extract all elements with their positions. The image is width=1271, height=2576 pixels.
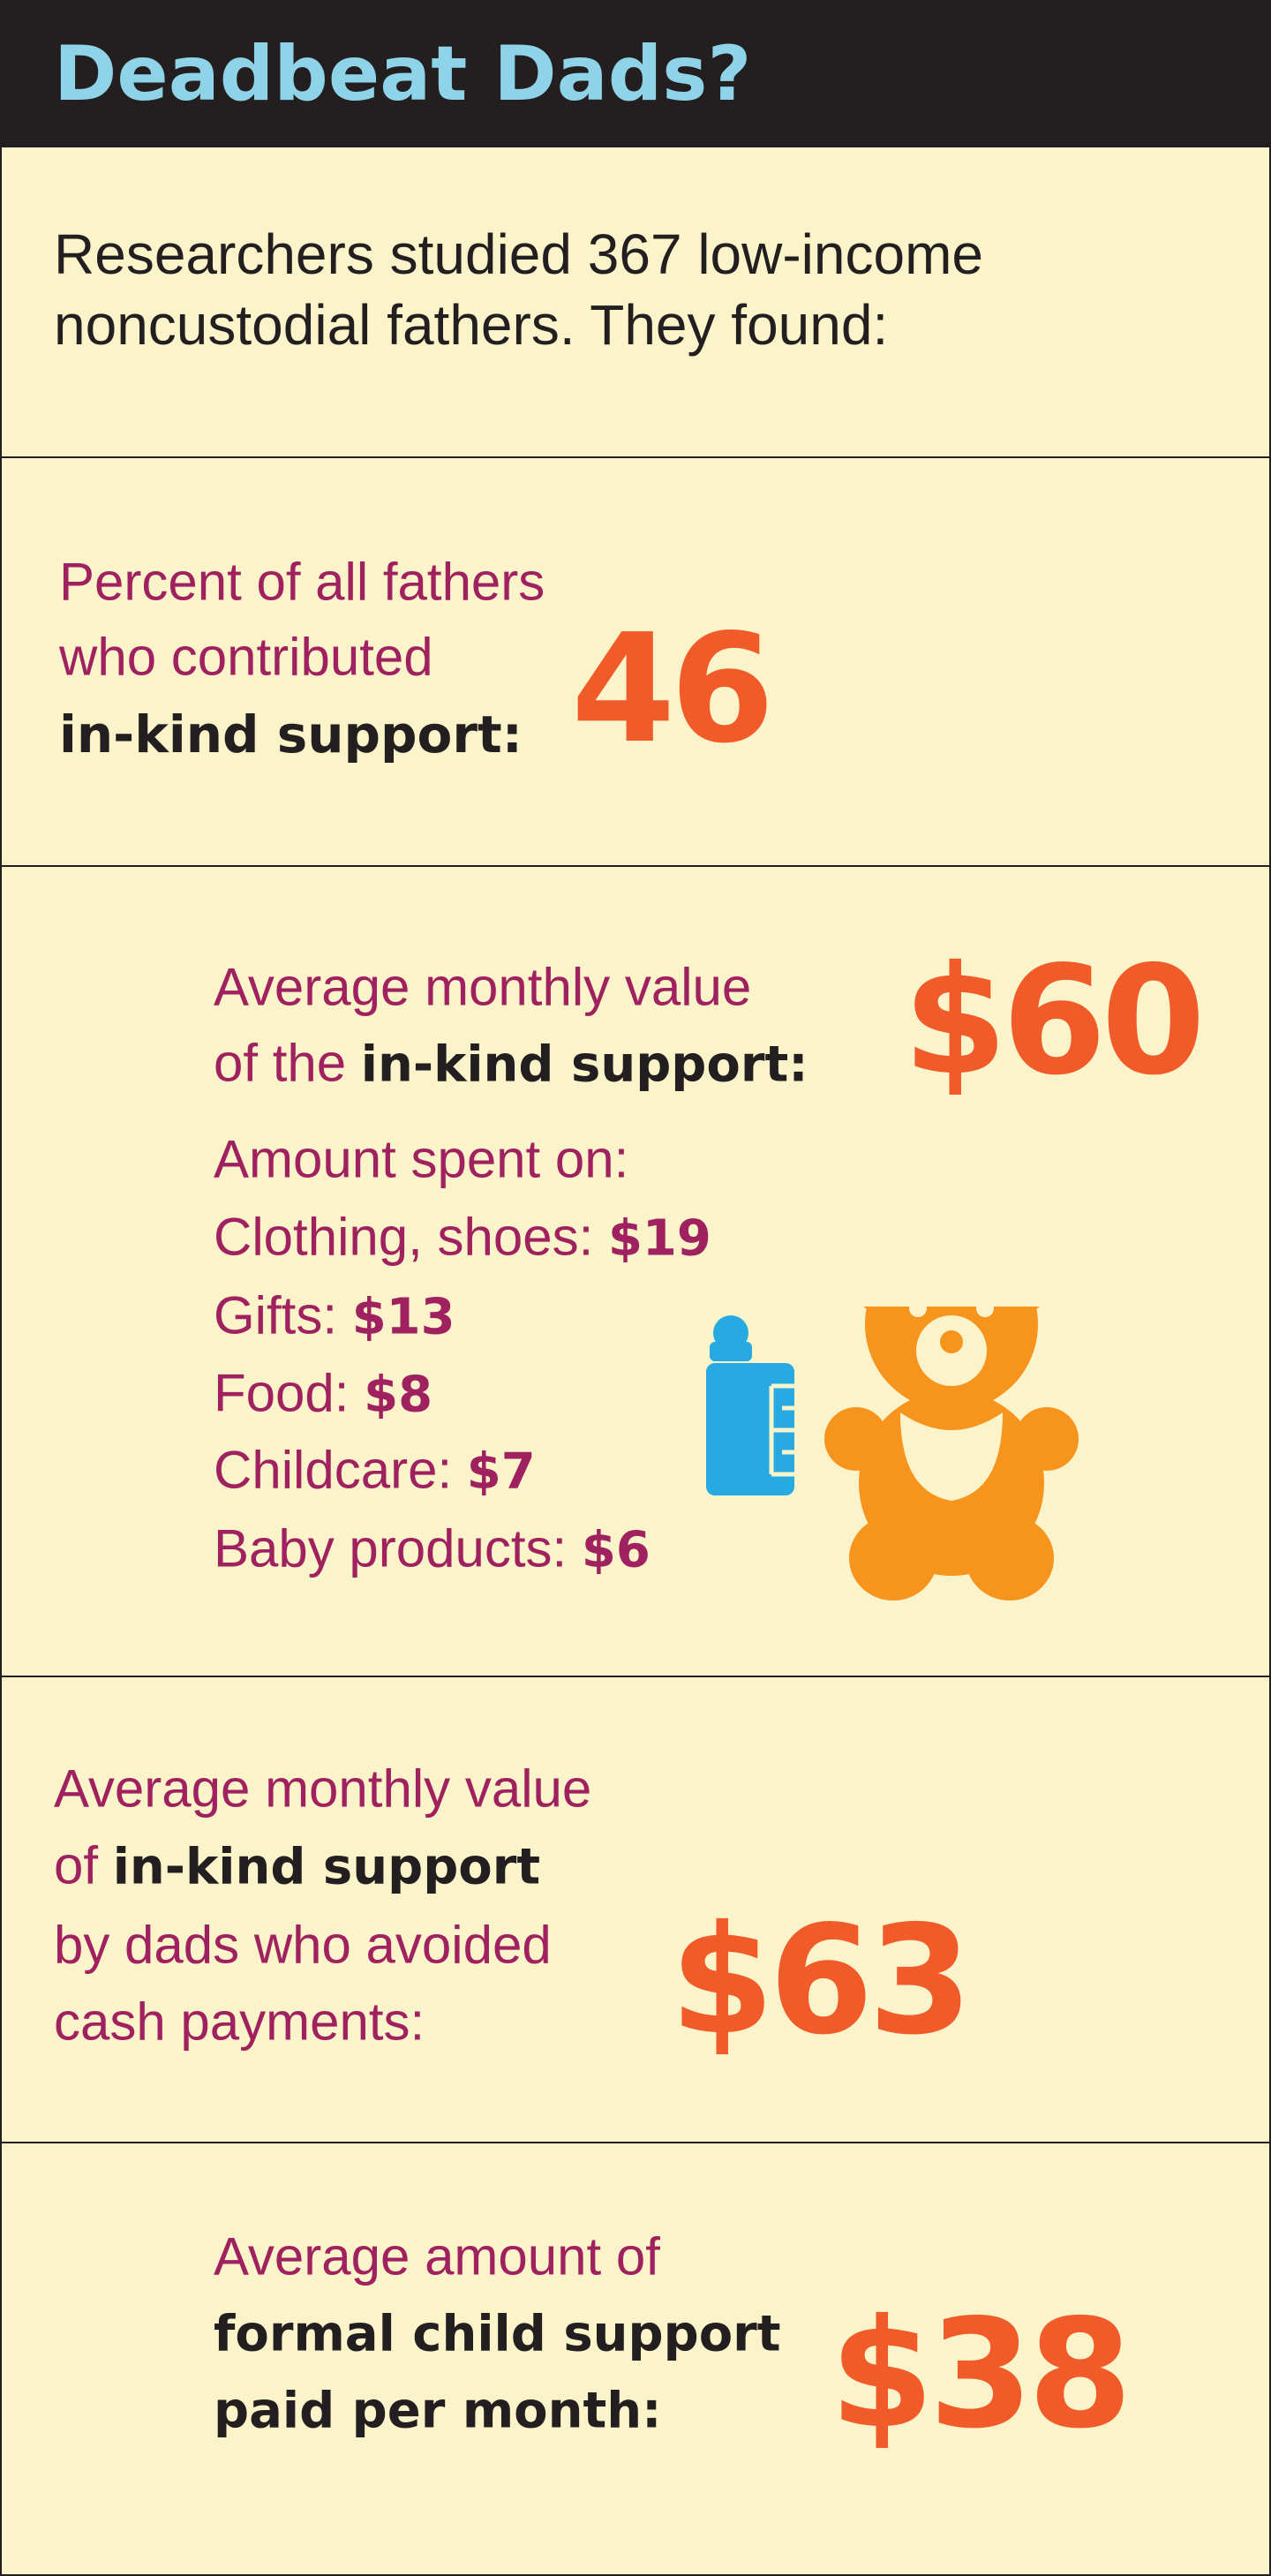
label-line: in-kind support:: [59, 704, 523, 765]
item-value: $7: [466, 1442, 536, 1501]
illustration: [706, 1307, 1079, 1601]
bottle: [706, 1315, 794, 1495]
intro-line: Researchers studied 367 low-income: [54, 222, 983, 286]
item-value: $13: [351, 1288, 455, 1346]
header: [0, 0, 1271, 147]
intro-line: noncustodial fathers. They found:: [54, 293, 889, 357]
label-line: by dads who avoided: [54, 1915, 552, 1975]
label-line: Average monthly value: [54, 1759, 592, 1819]
stat-value: 46: [571, 602, 775, 777]
title: Deadbeat Dads?: [54, 30, 752, 118]
stat-value: $63: [670, 1894, 973, 2068]
breakdown-item: Food: $8: [214, 1363, 432, 1424]
item-label: Food:: [214, 1363, 350, 1423]
label-line: who contributed: [59, 627, 433, 687]
divider: [0, 2142, 1271, 2143]
item-label: Childcare:: [214, 1440, 453, 1500]
label-line: Average monthly value: [214, 957, 752, 1017]
label-line-group: of in-kind support: [54, 1835, 540, 1896]
breakdown-item: Childcare: $7: [214, 1440, 536, 1501]
label-line: Percent of all fathers: [59, 552, 545, 612]
stat-value: $38: [830, 2287, 1132, 2462]
label-line: Average amount of: [214, 2226, 660, 2286]
divider: [0, 1676, 1271, 1677]
item-value: $8: [364, 1366, 433, 1424]
item-label: Gifts:: [214, 1285, 338, 1345]
item-value: $6: [581, 1521, 651, 1579]
item-label: Baby products:: [214, 1518, 568, 1578]
label-line: paid per month:: [214, 2382, 662, 2440]
divider: [0, 865, 1271, 867]
label-line: cash payments:: [54, 1992, 425, 2052]
label-text: of: [54, 1835, 99, 1895]
stat-value: $60: [903, 934, 1206, 1109]
label-emphasis: in-kind support:: [360, 1036, 808, 1094]
divider: [0, 456, 1271, 458]
breakdown-item: Gifts: $13: [214, 1285, 455, 1346]
label-line: formal child support: [214, 2305, 781, 2363]
breakdown-item: Clothing, shoes: $19: [214, 1207, 711, 1268]
label-emphasis: in-kind support: [112, 1838, 541, 1896]
item-value: $19: [607, 1209, 711, 1268]
label-text: of the: [214, 1033, 347, 1093]
breakdown-item: Baby products: $6: [214, 1518, 651, 1579]
label-line-group: of the in-kind support:: [214, 1033, 808, 1094]
breakdown-title: Amount spent on:: [214, 1129, 629, 1189]
item-label: Clothing, shoes:: [214, 1207, 594, 1267]
